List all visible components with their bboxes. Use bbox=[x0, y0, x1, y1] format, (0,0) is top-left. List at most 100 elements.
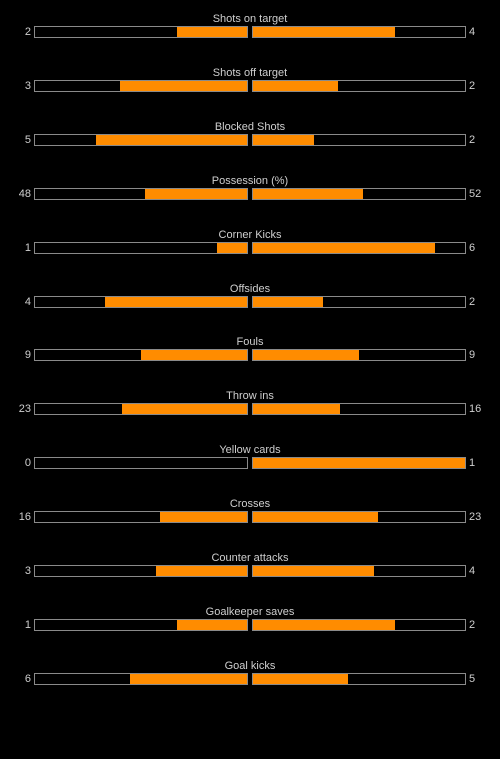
away-value: 9 bbox=[469, 349, 476, 361]
home-bar-fill bbox=[105, 297, 247, 307]
away-bar-fill bbox=[253, 620, 395, 630]
away-bar bbox=[252, 188, 466, 200]
away-value: 2 bbox=[469, 80, 476, 92]
stat-label: Yellow cards bbox=[219, 444, 281, 456]
away-bar-fill bbox=[253, 135, 314, 145]
away-bar-fill bbox=[253, 297, 323, 307]
away-bar-fill bbox=[253, 566, 374, 576]
home-bar-fill bbox=[217, 243, 247, 253]
away-value: 5 bbox=[469, 673, 476, 685]
away-bar-fill bbox=[253, 404, 340, 414]
home-bar bbox=[34, 80, 248, 92]
away-bar bbox=[252, 242, 466, 254]
stat-row: Crosses 16 23 bbox=[0, 497, 500, 537]
away-bar-fill bbox=[253, 350, 359, 360]
away-bar-fill bbox=[253, 512, 378, 522]
home-bar bbox=[34, 565, 248, 577]
stat-label: Possession (%) bbox=[211, 175, 289, 187]
home-bar bbox=[34, 457, 248, 469]
home-bar bbox=[34, 619, 248, 631]
stat-label: Goalkeeper saves bbox=[205, 606, 295, 618]
home-value: 1 bbox=[24, 619, 31, 631]
stat-label: Shots on target bbox=[212, 13, 288, 25]
stat-label: Throw ins bbox=[226, 390, 274, 402]
stat-label: Counter attacks bbox=[211, 552, 289, 564]
away-bar-fill bbox=[253, 27, 395, 37]
away-value: 2 bbox=[469, 134, 476, 146]
stat-row: Shots off target 3 2 bbox=[0, 66, 500, 106]
stat-row: Offsides 4 2 bbox=[0, 282, 500, 322]
away-value: 16 bbox=[469, 403, 482, 415]
home-bar bbox=[34, 26, 248, 38]
home-value: 16 bbox=[18, 511, 31, 523]
stat-row: Goal kicks 6 5 bbox=[0, 659, 500, 699]
stat-row: Corner Kicks 1 6 bbox=[0, 228, 500, 268]
home-bar-fill bbox=[177, 27, 247, 37]
home-value: 48 bbox=[18, 188, 31, 200]
stat-row: Possession (%) 48 52 bbox=[0, 174, 500, 214]
stat-label: Crosses bbox=[229, 498, 271, 510]
away-value: 2 bbox=[469, 619, 476, 631]
home-value: 1 bbox=[24, 242, 31, 254]
home-value: 6 bbox=[24, 673, 31, 685]
away-bar bbox=[252, 457, 466, 469]
home-bar bbox=[34, 403, 248, 415]
away-bar-fill bbox=[253, 81, 338, 91]
home-bar bbox=[34, 134, 248, 146]
home-bar-fill bbox=[122, 404, 247, 414]
away-bar bbox=[252, 296, 466, 308]
home-bar-fill bbox=[145, 189, 247, 199]
stat-label: Offsides bbox=[229, 283, 271, 295]
stat-row: Blocked Shots 5 2 bbox=[0, 120, 500, 160]
home-bar bbox=[34, 242, 248, 254]
away-bar-fill bbox=[253, 189, 363, 199]
away-bar bbox=[252, 511, 466, 523]
stat-row: Throw ins 23 16 bbox=[0, 389, 500, 429]
home-value: 0 bbox=[24, 457, 31, 469]
away-bar bbox=[252, 80, 466, 92]
home-value: 5 bbox=[24, 134, 31, 146]
away-bar bbox=[252, 349, 466, 361]
home-bar bbox=[34, 188, 248, 200]
home-bar-fill bbox=[160, 512, 247, 522]
away-bar bbox=[252, 403, 466, 415]
away-value: 52 bbox=[469, 188, 482, 200]
home-bar-fill bbox=[130, 674, 247, 684]
away-bar-fill bbox=[253, 243, 435, 253]
away-value: 1 bbox=[469, 457, 476, 469]
home-bar-fill bbox=[156, 566, 247, 576]
stat-row: Goalkeeper saves 1 2 bbox=[0, 605, 500, 645]
away-bar-fill bbox=[253, 674, 348, 684]
away-value: 4 bbox=[469, 565, 476, 577]
home-bar-fill bbox=[120, 81, 247, 91]
home-bar-fill bbox=[177, 620, 247, 630]
away-bar-fill bbox=[253, 458, 465, 468]
away-bar bbox=[252, 134, 466, 146]
home-value: 2 bbox=[24, 26, 31, 38]
stat-label: Goal kicks bbox=[224, 660, 276, 672]
stat-label: Corner Kicks bbox=[218, 229, 282, 241]
home-bar-fill bbox=[96, 135, 247, 145]
home-value: 9 bbox=[24, 349, 31, 361]
stat-row: Fouls 9 9 bbox=[0, 335, 500, 375]
away-value: 6 bbox=[469, 242, 476, 254]
stat-label: Shots off target bbox=[212, 67, 288, 79]
stat-row: Shots on target 2 4 bbox=[0, 12, 500, 52]
stat-label: Fouls bbox=[236, 336, 264, 348]
home-value: 4 bbox=[24, 296, 31, 308]
stat-label: Blocked Shots bbox=[214, 121, 286, 133]
away-value: 2 bbox=[469, 296, 476, 308]
away-value: 23 bbox=[469, 511, 482, 523]
away-bar bbox=[252, 26, 466, 38]
home-bar bbox=[34, 296, 248, 308]
home-value: 3 bbox=[24, 80, 31, 92]
home-value: 3 bbox=[24, 565, 31, 577]
away-bar bbox=[252, 673, 466, 685]
away-bar bbox=[252, 565, 466, 577]
home-bar bbox=[34, 511, 248, 523]
home-bar bbox=[34, 673, 248, 685]
home-value: 23 bbox=[18, 403, 31, 415]
away-value: 4 bbox=[469, 26, 476, 38]
away-bar bbox=[252, 619, 466, 631]
stat-row: Counter attacks 3 4 bbox=[0, 551, 500, 591]
